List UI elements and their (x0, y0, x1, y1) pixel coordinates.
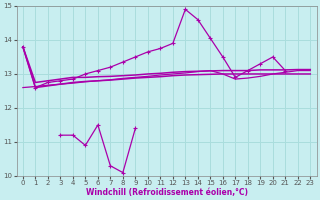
X-axis label: Windchill (Refroidissement éolien,°C): Windchill (Refroidissement éolien,°C) (85, 188, 248, 197)
